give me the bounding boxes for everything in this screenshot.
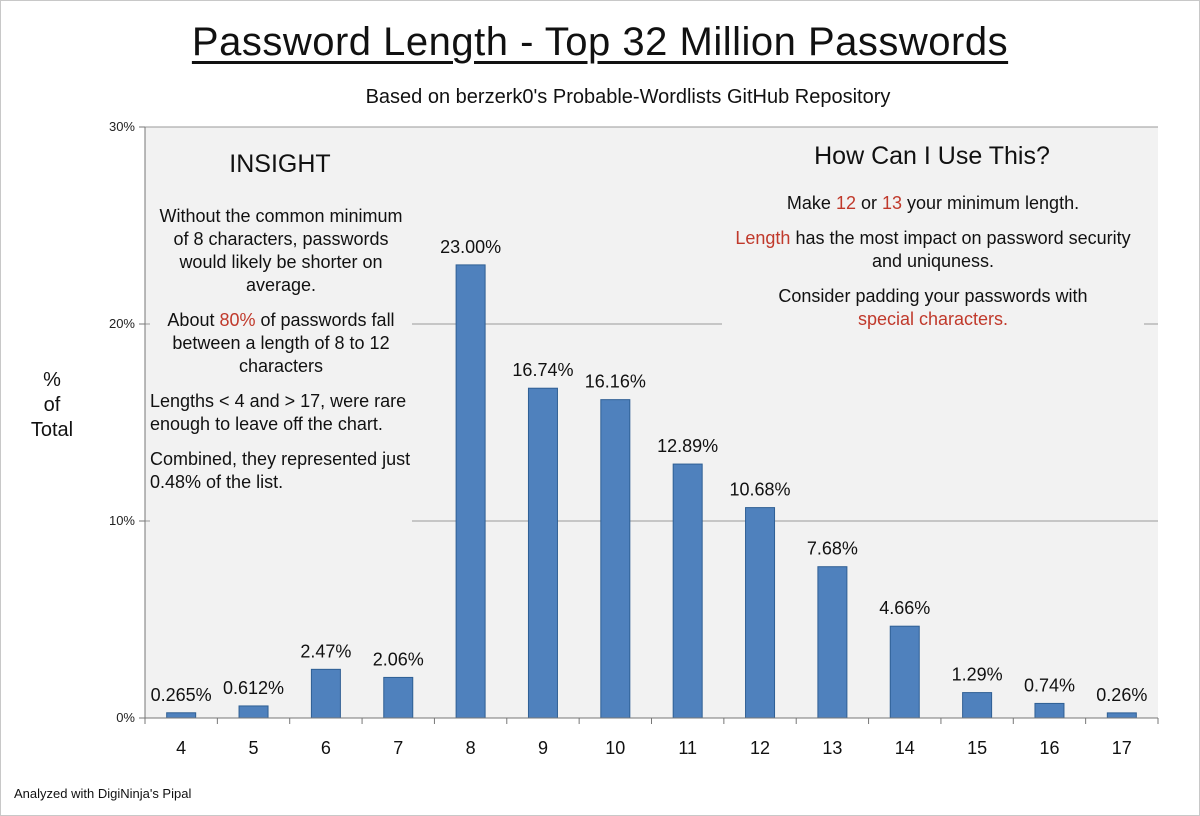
howto-text-fragment: has the most impact on password security… [790, 228, 1131, 271]
y-axis-label-line: Total [30, 419, 74, 441]
x-tick-label: 14 [895, 738, 915, 758]
howto-highlight: special characters. [857, 309, 1009, 329]
x-tick-label: 6 [321, 738, 331, 758]
data-label: 10.68% [730, 480, 791, 500]
insight-text-fragment: About [167, 310, 220, 330]
insight-paragraph: Combined, they represented just 0.48% of… [150, 449, 411, 492]
data-label: 12.89% [657, 436, 718, 456]
bar [1034, 702, 1065, 719]
bar [166, 712, 197, 719]
y-axis-label-line: % [43, 369, 61, 391]
howto-line: Length has the most impact on password s… [728, 227, 1138, 273]
bar [962, 692, 993, 719]
bar [745, 507, 776, 719]
x-tick-label: 17 [1112, 738, 1132, 758]
x-tick-label: 13 [822, 738, 842, 758]
y-tick-label: 0% [116, 710, 135, 725]
footer-credit: Analyzed with DigiNinja's Pipal [14, 786, 192, 801]
data-label: 7.68% [807, 539, 858, 559]
y-axis-label-line: of [43, 394, 61, 416]
howto-text-fragment: or [855, 193, 882, 213]
howto-text-fragment: Consider padding your passwords with [778, 286, 1088, 306]
insight-panel [150, 145, 412, 595]
data-label: 2.47% [300, 641, 351, 661]
howto-line: Consider padding your passwords with spec… [728, 285, 1138, 331]
data-label: 2.06% [373, 649, 424, 669]
howto-heading: How Can I Use This? [814, 142, 1050, 170]
bar [889, 625, 920, 719]
bar [672, 463, 703, 719]
insight-text: Without the common minimum of 8 characte… [150, 205, 412, 506]
y-tick-label: 30% [109, 119, 135, 134]
howto-line: Make 12 or 13 your minimum length. [728, 192, 1138, 215]
bar [310, 668, 341, 719]
chart-subtitle: Based on berzerk0's Probable-Wordlists G… [365, 86, 891, 108]
data-label: 4.66% [879, 598, 930, 618]
y-axis-label: % of Total [22, 368, 82, 443]
x-tick-label: 12 [750, 738, 770, 758]
data-label: 23.00% [440, 237, 501, 257]
data-label: 0.26% [1096, 685, 1147, 705]
data-label: 0.612% [223, 678, 284, 698]
x-tick-label: 10 [605, 738, 625, 758]
x-tick-label: 15 [967, 738, 987, 758]
howto-text: Make 12 or 13 your minimum length. Lengt… [728, 192, 1138, 333]
insight-text-fragment: of passwords fall between a length of 8 … [172, 310, 395, 376]
chart-title: Password Length - Top 32 Million Passwor… [191, 20, 1009, 64]
bar [817, 566, 848, 719]
howto-highlight: 12 [835, 193, 856, 213]
data-label: 0.74% [1024, 675, 1075, 695]
insight-heading: INSIGHT [229, 150, 331, 178]
x-tick-label: 16 [1039, 738, 1059, 758]
bar [455, 264, 486, 719]
data-label: 0.265% [151, 685, 212, 705]
data-label: 16.74% [512, 360, 573, 380]
howto-text-fragment: your minimum length. [902, 193, 1080, 213]
x-tick-label: 8 [466, 738, 476, 758]
bar [600, 399, 631, 719]
howto-highlight: 13 [881, 193, 903, 213]
bar [527, 387, 558, 719]
bar [383, 676, 414, 719]
insight-paragraph: Without the common minimum of 8 characte… [159, 206, 403, 295]
x-tick-label: 4 [176, 738, 186, 758]
x-tick-label: 7 [393, 738, 403, 758]
bar [238, 705, 269, 719]
insight-paragraph: Lengths < 4 and > 17, were rare enough t… [150, 391, 407, 434]
insight-highlight: 80% [219, 310, 256, 330]
x-tick-label: 11 [678, 738, 697, 758]
data-label: 1.29% [952, 665, 1003, 685]
x-tick-label: 5 [249, 738, 259, 758]
data-label: 16.16% [585, 372, 646, 392]
howto-highlight: Length [735, 228, 791, 248]
y-tick-label: 20% [109, 316, 135, 331]
insight-paragraph: About 80% of passwords fall between a le… [150, 309, 412, 378]
bar [1106, 712, 1137, 719]
x-tick-label: 9 [538, 738, 548, 758]
y-tick-label: 10% [109, 513, 135, 528]
howto-text-fragment: Make [786, 193, 836, 213]
howto-panel [722, 135, 1144, 345]
